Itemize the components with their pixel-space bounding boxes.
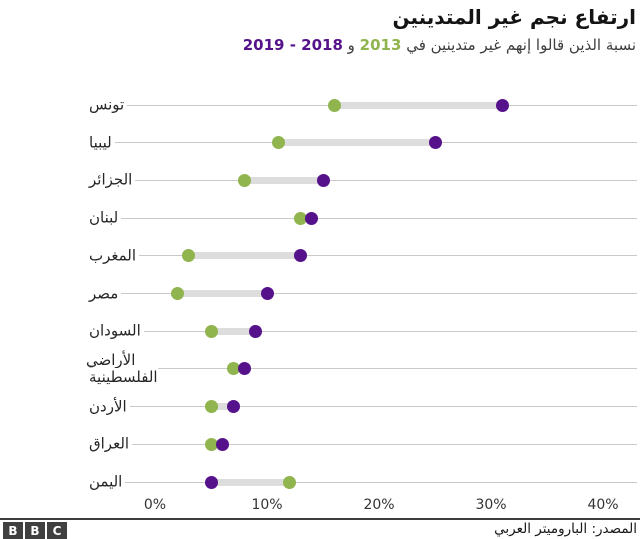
country-label: العراق — [86, 434, 160, 453]
row-gridline — [93, 293, 637, 294]
dot-2013 — [294, 211, 308, 225]
dot-2018-2019 — [238, 362, 252, 376]
dot-2018-2019 — [305, 211, 319, 225]
country-label: ليبيا — [86, 133, 160, 152]
x-axis-tick-label: 10% — [251, 497, 283, 513]
x-axis-tick-label: 30% — [475, 497, 507, 513]
row-gridline — [93, 330, 637, 332]
change-connector-bar — [211, 478, 290, 486]
country-label: تونس — [86, 95, 160, 114]
legend-year-2013: 2013 — [359, 36, 402, 54]
bbc-logo: B B C — [3, 522, 67, 539]
dot-2013 — [182, 249, 196, 263]
x-axis-tick-label: 0% — [143, 497, 167, 513]
dot-2013 — [204, 400, 218, 414]
chart-subtitle: نسبة الذين قالوا إنهم غير متدينين في 201… — [4, 36, 636, 54]
dot-2013 — [282, 475, 296, 489]
row-gridline — [93, 217, 637, 219]
dot-2013 — [204, 324, 218, 338]
country-label: السودان — [86, 321, 160, 340]
subtitle-text: نسبة الذين قالوا إنهم غير متدينين في — [401, 36, 636, 54]
row-gridline — [93, 179, 637, 181]
country-label: الأراضي الفلسطينية — [86, 350, 158, 386]
country-label: المغرب — [86, 246, 160, 265]
dot-2013 — [238, 173, 252, 187]
dot-2013 — [327, 98, 341, 112]
dot-2018-2019 — [204, 475, 218, 489]
change-connector-bar — [177, 290, 267, 297]
subtitle-conjunction: و — [342, 36, 360, 54]
axis-footer-divider — [0, 518, 640, 520]
country-label: لبنان — [86, 208, 160, 227]
change-connector-bar — [278, 139, 435, 147]
row-gridline — [93, 481, 637, 483]
dot-2018-2019 — [260, 287, 274, 300]
bbc-logo-letter: B — [25, 522, 45, 539]
row-gridline — [93, 255, 637, 257]
source-credit: المصدر: الباروميتر العربي — [494, 521, 637, 537]
change-connector-bar — [334, 101, 503, 109]
bbc-logo-letter: C — [47, 522, 67, 539]
change-connector-bar — [244, 176, 323, 184]
dot-2018-2019 — [294, 249, 308, 263]
dot-2018-2019 — [215, 437, 229, 451]
bbc-logo-letter: B — [3, 522, 23, 539]
dot-2013 — [271, 136, 285, 150]
dot-2013 — [170, 287, 184, 300]
legend-year-2018-2019: 2018 - 2019 — [242, 36, 343, 54]
row-gridline — [93, 406, 637, 408]
country-label: الأردن — [86, 397, 160, 416]
change-connector-bar — [211, 403, 234, 411]
country-label: اليمن — [86, 472, 160, 491]
x-axis-tick-label: 40% — [587, 497, 619, 513]
country-label: الجزائر — [86, 170, 160, 189]
row-gridline — [93, 368, 637, 370]
change-connector-bar — [211, 327, 256, 335]
country-label: مصر — [86, 284, 160, 302]
dot-2013 — [204, 437, 218, 451]
dot-2018-2019 — [249, 324, 263, 338]
x-axis-tick-label: 20% — [363, 497, 395, 513]
dot-2013 — [226, 362, 240, 376]
dot-2018-2019 — [316, 173, 330, 187]
dot-2018-2019 — [428, 136, 442, 150]
change-connector-bar — [188, 252, 301, 260]
row-gridline — [93, 443, 637, 445]
dot-2018-2019 — [495, 98, 509, 112]
dot-2018-2019 — [226, 400, 240, 414]
page-title: ارتفاع نجم غير المتدينين — [392, 5, 636, 29]
